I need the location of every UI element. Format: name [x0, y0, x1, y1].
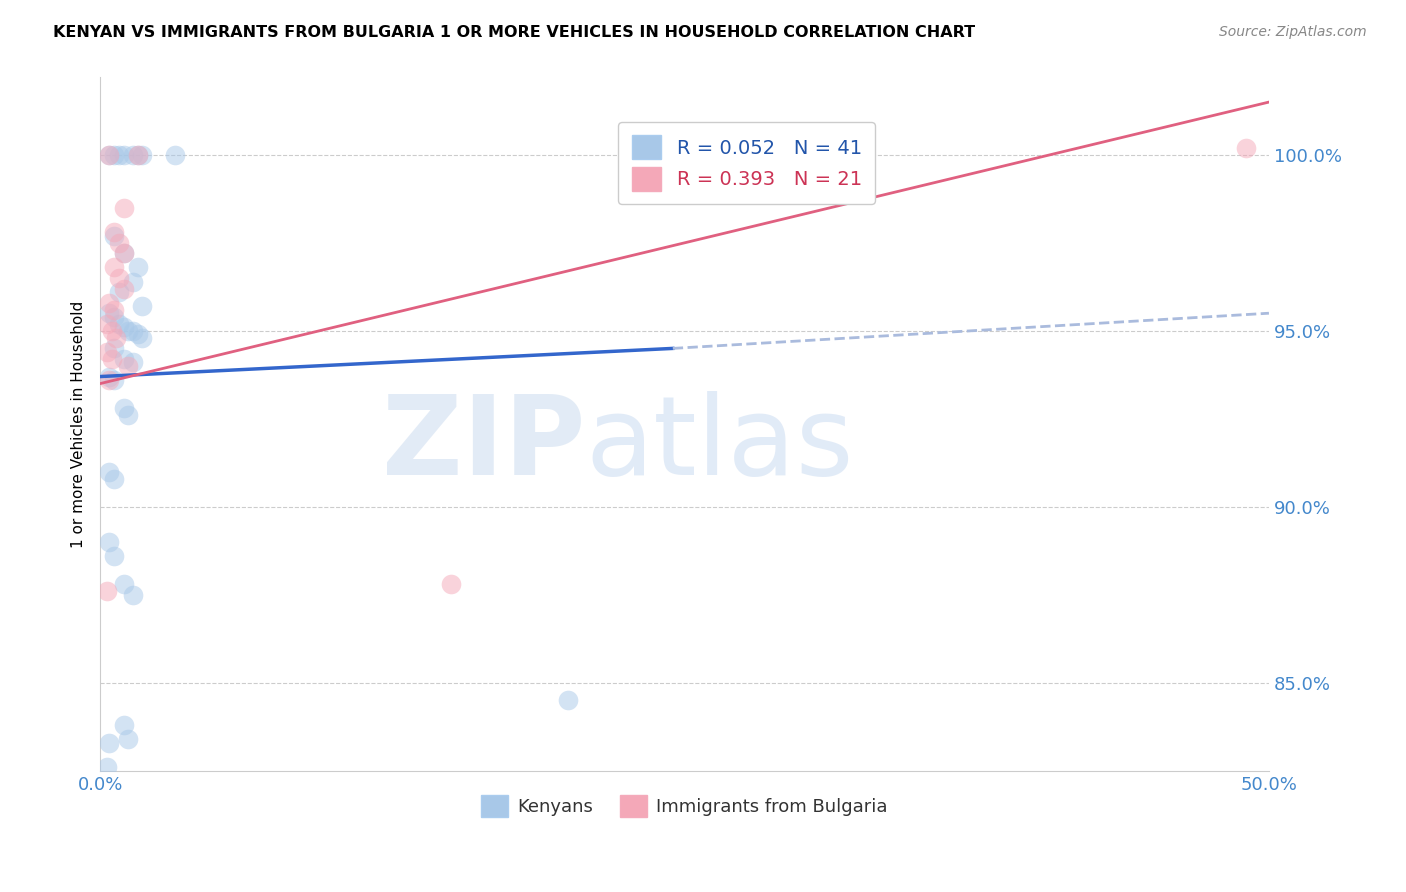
Point [103, 260, 125, 275]
Point [98, 306, 121, 320]
Point [112, 577, 135, 591]
Point [108, 271, 131, 285]
Point [101, 324, 124, 338]
Point [127, 148, 149, 162]
Point [112, 246, 135, 260]
Point [121, 588, 143, 602]
Point [98, 735, 121, 749]
Point [98, 148, 121, 162]
Point [1234, 141, 1257, 155]
Point [108, 317, 131, 331]
Point [163, 148, 186, 162]
Point [112, 201, 135, 215]
Point [121, 275, 143, 289]
Point [103, 310, 125, 324]
Text: Source: ZipAtlas.com: Source: ZipAtlas.com [1219, 25, 1367, 39]
Text: ZIP: ZIP [382, 392, 585, 499]
Point [440, 577, 463, 591]
Point [98, 465, 121, 479]
Point [103, 225, 125, 239]
Point [112, 246, 135, 260]
Point [98, 295, 121, 310]
Point [117, 731, 139, 746]
Point [103, 148, 125, 162]
Point [117, 359, 139, 373]
Point [103, 472, 125, 486]
Point [121, 324, 143, 338]
Point [96, 345, 118, 359]
Point [117, 324, 139, 338]
Point [127, 327, 149, 342]
Point [112, 282, 135, 296]
Point [112, 718, 135, 732]
Point [112, 401, 135, 416]
Point [127, 260, 149, 275]
Point [127, 148, 149, 162]
Text: atlas: atlas [585, 392, 853, 499]
Point [112, 148, 135, 162]
Point [103, 373, 125, 387]
Point [98, 148, 121, 162]
Point [103, 228, 125, 243]
Point [108, 235, 131, 250]
Point [131, 299, 153, 313]
Legend: Kenyans, Immigrants from Bulgaria: Kenyans, Immigrants from Bulgaria [474, 788, 896, 824]
Point [108, 148, 131, 162]
Point [98, 369, 121, 384]
Point [103, 549, 125, 563]
Point [98, 373, 121, 387]
Point [96, 584, 118, 599]
Point [98, 535, 121, 549]
Point [108, 285, 131, 299]
Point [112, 320, 135, 334]
Point [131, 331, 153, 345]
Point [557, 693, 579, 707]
Text: KENYAN VS IMMIGRANTS FROM BULGARIA 1 OR MORE VEHICLES IN HOUSEHOLD CORRELATION C: KENYAN VS IMMIGRANTS FROM BULGARIA 1 OR … [53, 25, 976, 40]
Point [103, 342, 125, 356]
Point [121, 355, 143, 369]
Point [96, 760, 118, 774]
Point [103, 302, 125, 317]
Point [112, 351, 135, 366]
Point [96, 317, 118, 331]
Point [121, 148, 143, 162]
Point [105, 331, 128, 345]
Point [131, 148, 153, 162]
Y-axis label: 1 or more Vehicles in Household: 1 or more Vehicles in Household [72, 301, 86, 548]
Point [101, 351, 124, 366]
Point [117, 409, 139, 423]
